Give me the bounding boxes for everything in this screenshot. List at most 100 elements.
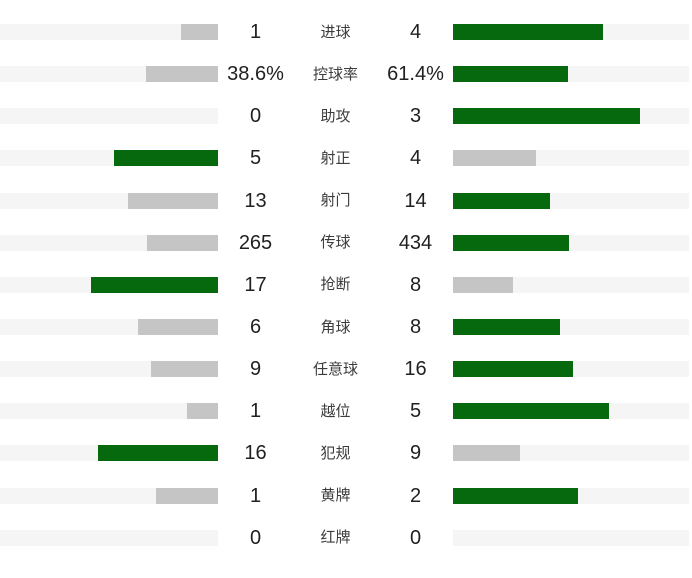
stat-row: 0 助攻 3: [0, 95, 692, 137]
stat-label: 传球: [320, 234, 351, 252]
home-value: 1: [249, 400, 262, 423]
home-bar-track: [0, 150, 218, 167]
away-bar: [453, 487, 578, 504]
away-value: 9: [409, 442, 422, 465]
away-value: 2: [409, 484, 422, 507]
away-bar: [453, 276, 513, 293]
home-bar: [114, 150, 218, 167]
home-bar-track: [0, 319, 218, 336]
stat-row: 9 任意球 16: [0, 348, 692, 390]
stat-label: 越位: [320, 402, 351, 420]
home-bar: [147, 234, 218, 251]
home-bar-track: [0, 192, 218, 209]
away-bar: [453, 403, 609, 420]
away-bar: [453, 150, 536, 167]
home-bar-track: [0, 403, 218, 420]
home-bar: [151, 361, 218, 378]
home-bar: [146, 66, 218, 83]
home-bar-track: [0, 529, 218, 546]
away-bar-track: [453, 276, 689, 293]
away-value: 14: [404, 189, 427, 212]
home-bar-track: [0, 445, 218, 462]
stat-label: 射正: [320, 149, 351, 167]
home-bar: [98, 445, 218, 462]
away-bar-track: [453, 192, 689, 209]
home-bar-track: [0, 66, 218, 83]
home-value: 9: [249, 358, 262, 381]
home-value: 17: [244, 273, 267, 296]
home-bar: [91, 276, 218, 293]
stat-label: 角球: [320, 318, 351, 336]
home-bar-track: [0, 234, 218, 251]
away-value: 5: [409, 400, 422, 423]
stat-row: 5 射正 4: [0, 137, 692, 179]
home-bar: [187, 403, 218, 420]
stat-label: 抢断: [320, 276, 351, 294]
home-bar: [128, 192, 218, 209]
stat-label: 任意球: [312, 360, 358, 378]
away-bar: [453, 319, 560, 336]
away-bar-track: [453, 403, 689, 420]
away-value: 434: [398, 231, 433, 254]
stat-row: 1 越位 5: [0, 390, 692, 432]
away-bar-track: [453, 150, 689, 167]
away-bar: [453, 24, 603, 41]
home-bar-track: [0, 24, 218, 41]
away-bar-track: [453, 66, 689, 83]
home-bar: [181, 24, 218, 41]
away-bar-track: [453, 319, 689, 336]
stat-row: 1 进球 4: [0, 11, 692, 53]
stat-row: 0 红牌 0: [0, 517, 692, 559]
away-bar-track: [453, 361, 689, 378]
stat-row: 38.6% 控球率 61.4%: [0, 53, 692, 95]
away-value: 61.4%: [387, 63, 444, 86]
home-value: 16: [244, 442, 267, 465]
stat-label: 助攻: [320, 107, 351, 125]
stat-row: 1 黄牌 2: [0, 475, 692, 517]
away-bar-track: [453, 529, 689, 546]
home-bar: [156, 487, 218, 504]
away-bar-track: [453, 234, 689, 251]
away-bar: [453, 445, 520, 462]
home-value: 38.6%: [227, 63, 284, 86]
away-bar: [453, 361, 573, 378]
home-value: 0: [249, 105, 262, 128]
home-bar-track: [0, 276, 218, 293]
away-bar: [453, 108, 640, 125]
stat-row: 17 抢断 8: [0, 264, 692, 306]
home-value: 5: [249, 147, 262, 170]
stat-row: 13 射门 14: [0, 180, 692, 222]
match-stats-comparison: 1 进球 4 38.6% 控球率 61.4% 0 助攻 3 5 射正 4: [0, 11, 692, 559]
home-value: 265: [238, 231, 273, 254]
stat-row: 265 传球 434: [0, 222, 692, 264]
away-bar: [453, 192, 550, 209]
away-value: 16: [404, 358, 427, 381]
away-value: 8: [409, 316, 422, 339]
away-bar-track: [453, 108, 689, 125]
stat-label: 进球: [320, 23, 351, 41]
stat-row: 6 角球 8: [0, 306, 692, 348]
away-value: 0: [409, 526, 422, 549]
stat-label: 控球率: [312, 65, 358, 83]
stat-label: 红牌: [320, 529, 351, 547]
away-bar-track: [453, 24, 689, 41]
home-bar-track: [0, 487, 218, 504]
away-value: 3: [409, 105, 422, 128]
home-value: 0: [249, 526, 262, 549]
stat-label: 犯规: [320, 444, 351, 462]
home-value: 13: [244, 189, 267, 212]
stat-label: 黄牌: [320, 487, 351, 505]
home-value: 1: [249, 484, 262, 507]
home-value: 1: [249, 21, 262, 44]
away-bar-track: [453, 445, 689, 462]
away-value: 8: [409, 273, 422, 296]
home-bar-track: [0, 108, 218, 125]
stat-label: 射门: [320, 192, 351, 210]
stat-row: 16 犯规 9: [0, 432, 692, 474]
away-bar: [453, 234, 569, 251]
away-value: 4: [409, 147, 422, 170]
home-bar-track: [0, 361, 218, 378]
home-bar: [138, 319, 218, 336]
home-value: 6: [249, 316, 262, 339]
away-value: 4: [409, 21, 422, 44]
